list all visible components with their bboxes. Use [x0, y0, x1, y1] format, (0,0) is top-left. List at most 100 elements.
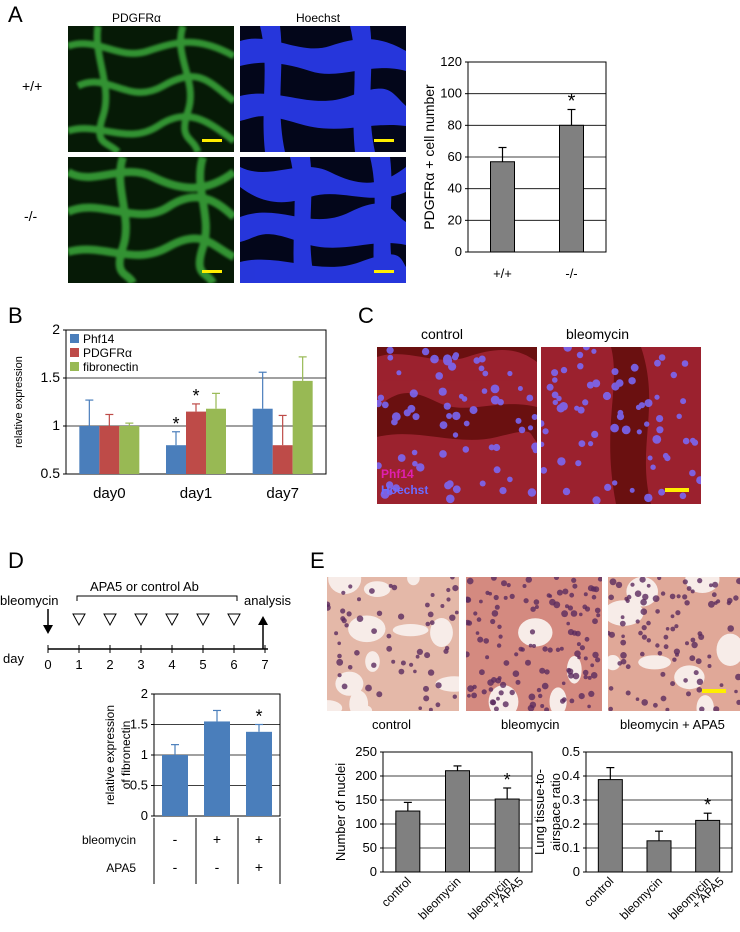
nucleus-dot: [650, 464, 656, 470]
bar: [206, 408, 226, 474]
x-tick-label: day7: [266, 485, 299, 502]
nucleus-dot: [641, 625, 647, 631]
day-tick-label: 0: [44, 657, 51, 672]
nucleus-dot: [553, 601, 561, 609]
nucleus-dot: [711, 592, 717, 598]
nucleus-dot: [644, 421, 650, 427]
nucleus-dot: [428, 707, 433, 711]
nucleus-dot: [609, 578, 617, 586]
chart-d-fibronectin: 0 0.5 1 1.5 2 relative expression * of fibronec…: [103, 686, 281, 820]
nucleus-dot: [595, 657, 601, 663]
nucleus-dot: [542, 646, 548, 652]
x-tick-label: bleomycin: [416, 874, 464, 922]
nucleus-dot: [630, 363, 639, 372]
x-tick-label: day0: [93, 485, 126, 502]
bar: [395, 810, 421, 873]
nucleus-dot: [640, 608, 648, 615]
nucleus-dot: [670, 371, 677, 379]
nucleus-dot: [708, 600, 715, 608]
scale-bar: [374, 270, 394, 273]
nucleus-dot: [574, 405, 580, 411]
nucleus-dot: [400, 660, 406, 666]
nucleus-dot: [583, 347, 590, 351]
nucleus-dot: [491, 577, 497, 581]
nucleus-dot: [626, 594, 632, 600]
y-tick-label: 0.5: [41, 465, 61, 481]
nucleus-dot: [638, 402, 645, 409]
c-overlay-hoechst: Hoechst: [381, 483, 429, 497]
micrograph-e-bleomycin: [466, 577, 602, 711]
airspace: [716, 633, 740, 666]
nucleus-dot: [660, 695, 667, 702]
nucleus-dot: [684, 600, 690, 606]
airspace: [430, 618, 453, 647]
nucleus-dot: [665, 627, 670, 631]
nucleus-dot: [658, 354, 666, 361]
nucleus-dot: [696, 678, 704, 685]
nucleus-dot: [491, 610, 499, 617]
nucleus-dot: [466, 619, 471, 626]
nucleus-dot: [502, 701, 509, 708]
nucleus-dot: [663, 634, 669, 640]
y-tick-label: 100: [440, 86, 462, 101]
table-sign: +: [255, 831, 263, 847]
airspace: [328, 577, 362, 595]
nucleus-dot: [539, 667, 546, 674]
x-tick-label: control: [379, 874, 414, 909]
nucleus-dot: [563, 347, 572, 352]
nucleus-dot: [369, 588, 375, 594]
nucleus-dot: [509, 593, 515, 599]
nucleus-dot: [657, 577, 662, 581]
x-tick-label: bleomycin: [617, 874, 665, 922]
table-sign: +: [255, 859, 263, 875]
nucleus-dot: [591, 430, 599, 438]
nucleus-dot: [676, 594, 681, 599]
nucleus-dot: [538, 693, 543, 699]
nucleus-dot: [452, 485, 461, 494]
nucleus-dot: [690, 637, 696, 643]
nucleus-dot: [341, 590, 346, 595]
nucleus-dot: [639, 577, 646, 583]
nucleus-dot: [512, 670, 520, 677]
airspace: [348, 615, 386, 643]
nucleus-dot: [546, 383, 554, 391]
nucleus-dot: [478, 365, 485, 372]
nucleus-dot: [567, 629, 575, 636]
y-tick-label: 40: [448, 181, 462, 196]
nucleus-dot: [691, 641, 698, 649]
bar: [119, 426, 140, 474]
nucleus-dot: [532, 644, 536, 648]
nucleus-dot: [690, 437, 696, 444]
nucleus-dot: [635, 619, 640, 624]
nucleus-dot: [527, 488, 537, 497]
significance-star: *: [704, 795, 711, 815]
table-row-label: bleomycin: [82, 833, 136, 847]
nucleus-dot: [386, 489, 393, 496]
chart-e-ratio: 0 0.1 0.2 0.3 0.4 0.5 Lung tissue-to-control bl…: [532, 744, 733, 922]
y-tick-label: 0.4: [562, 768, 580, 783]
nucleus-dot: [391, 584, 398, 591]
nucleus-dot: [608, 594, 614, 601]
airspace: [608, 655, 621, 671]
nucleus-dot: [699, 706, 705, 711]
airspace: [685, 577, 720, 593]
nucleus-dot: [381, 401, 389, 409]
nucleus-dot: [522, 584, 527, 588]
nucleus-dot: [620, 658, 627, 665]
nucleus-dot: [514, 652, 519, 657]
nucleus-dot: [412, 460, 418, 467]
nucleus-dot: [429, 620, 435, 626]
nucleus-dot: [452, 432, 459, 438]
nucleus-dot: [608, 706, 613, 711]
d-timeline-treatment-label: APA5 or control Ab: [90, 579, 199, 594]
significance-star: *: [192, 386, 199, 406]
nucleus-dot: [485, 590, 490, 595]
nucleus-dot: [577, 406, 585, 414]
nucleus-dot: [493, 443, 501, 452]
nucleus-dot: [578, 693, 585, 700]
nucleus-dot: [682, 437, 690, 445]
nucleus-dot: [413, 669, 417, 674]
c-label-bleomycin: bleomycin: [566, 326, 630, 342]
y-tick-label: 100: [355, 816, 377, 831]
